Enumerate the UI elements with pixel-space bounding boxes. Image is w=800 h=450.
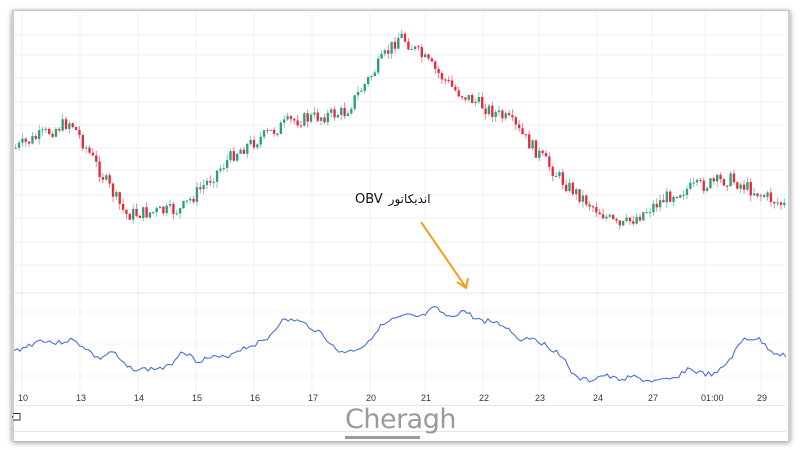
time-axis-label: 20 [366, 393, 376, 403]
annotation-persian: اندیکاتور [388, 192, 431, 206]
time-axis-label: 14 [134, 393, 144, 403]
time-axis-label: 27 [648, 393, 658, 403]
time-axis-label: 10 [18, 393, 28, 403]
time-axis-label: 17 [308, 393, 318, 403]
time-axis[interactable]: 10 13 14 15 16 17 20 21 22 23 24 27 01:00 29 [18, 393, 767, 403]
calendar-range-icon[interactable] [12, 412, 21, 421]
time-axis-label: 22 [479, 393, 489, 403]
time-axis-label: 13 [76, 393, 86, 403]
bottom-bar-border [14, 431, 786, 432]
watermark-underline [345, 436, 420, 439]
time-axis-label: 29 [757, 393, 767, 403]
annotation-arrow [420, 221, 469, 289]
obv-line [13, 305, 787, 383]
time-axis-label: 01:00 [701, 393, 724, 403]
time-axis-label: 23 [535, 393, 545, 403]
obv-annotation-label: OBV اندیکاتور [355, 192, 431, 207]
time-axis-label: 21 [421, 393, 431, 403]
time-axis-bottom-border [14, 405, 786, 406]
grid-lines [14, 12, 786, 392]
time-axis-label: 24 [593, 393, 603, 403]
chart-window [12, 10, 790, 441]
time-axis-label: 15 [192, 393, 202, 403]
price-candles [14, 30, 786, 230]
annotation-latin: OBV [355, 192, 383, 207]
time-axis-label: 16 [250, 393, 260, 403]
watermark-logo: Cheragh [345, 404, 456, 435]
